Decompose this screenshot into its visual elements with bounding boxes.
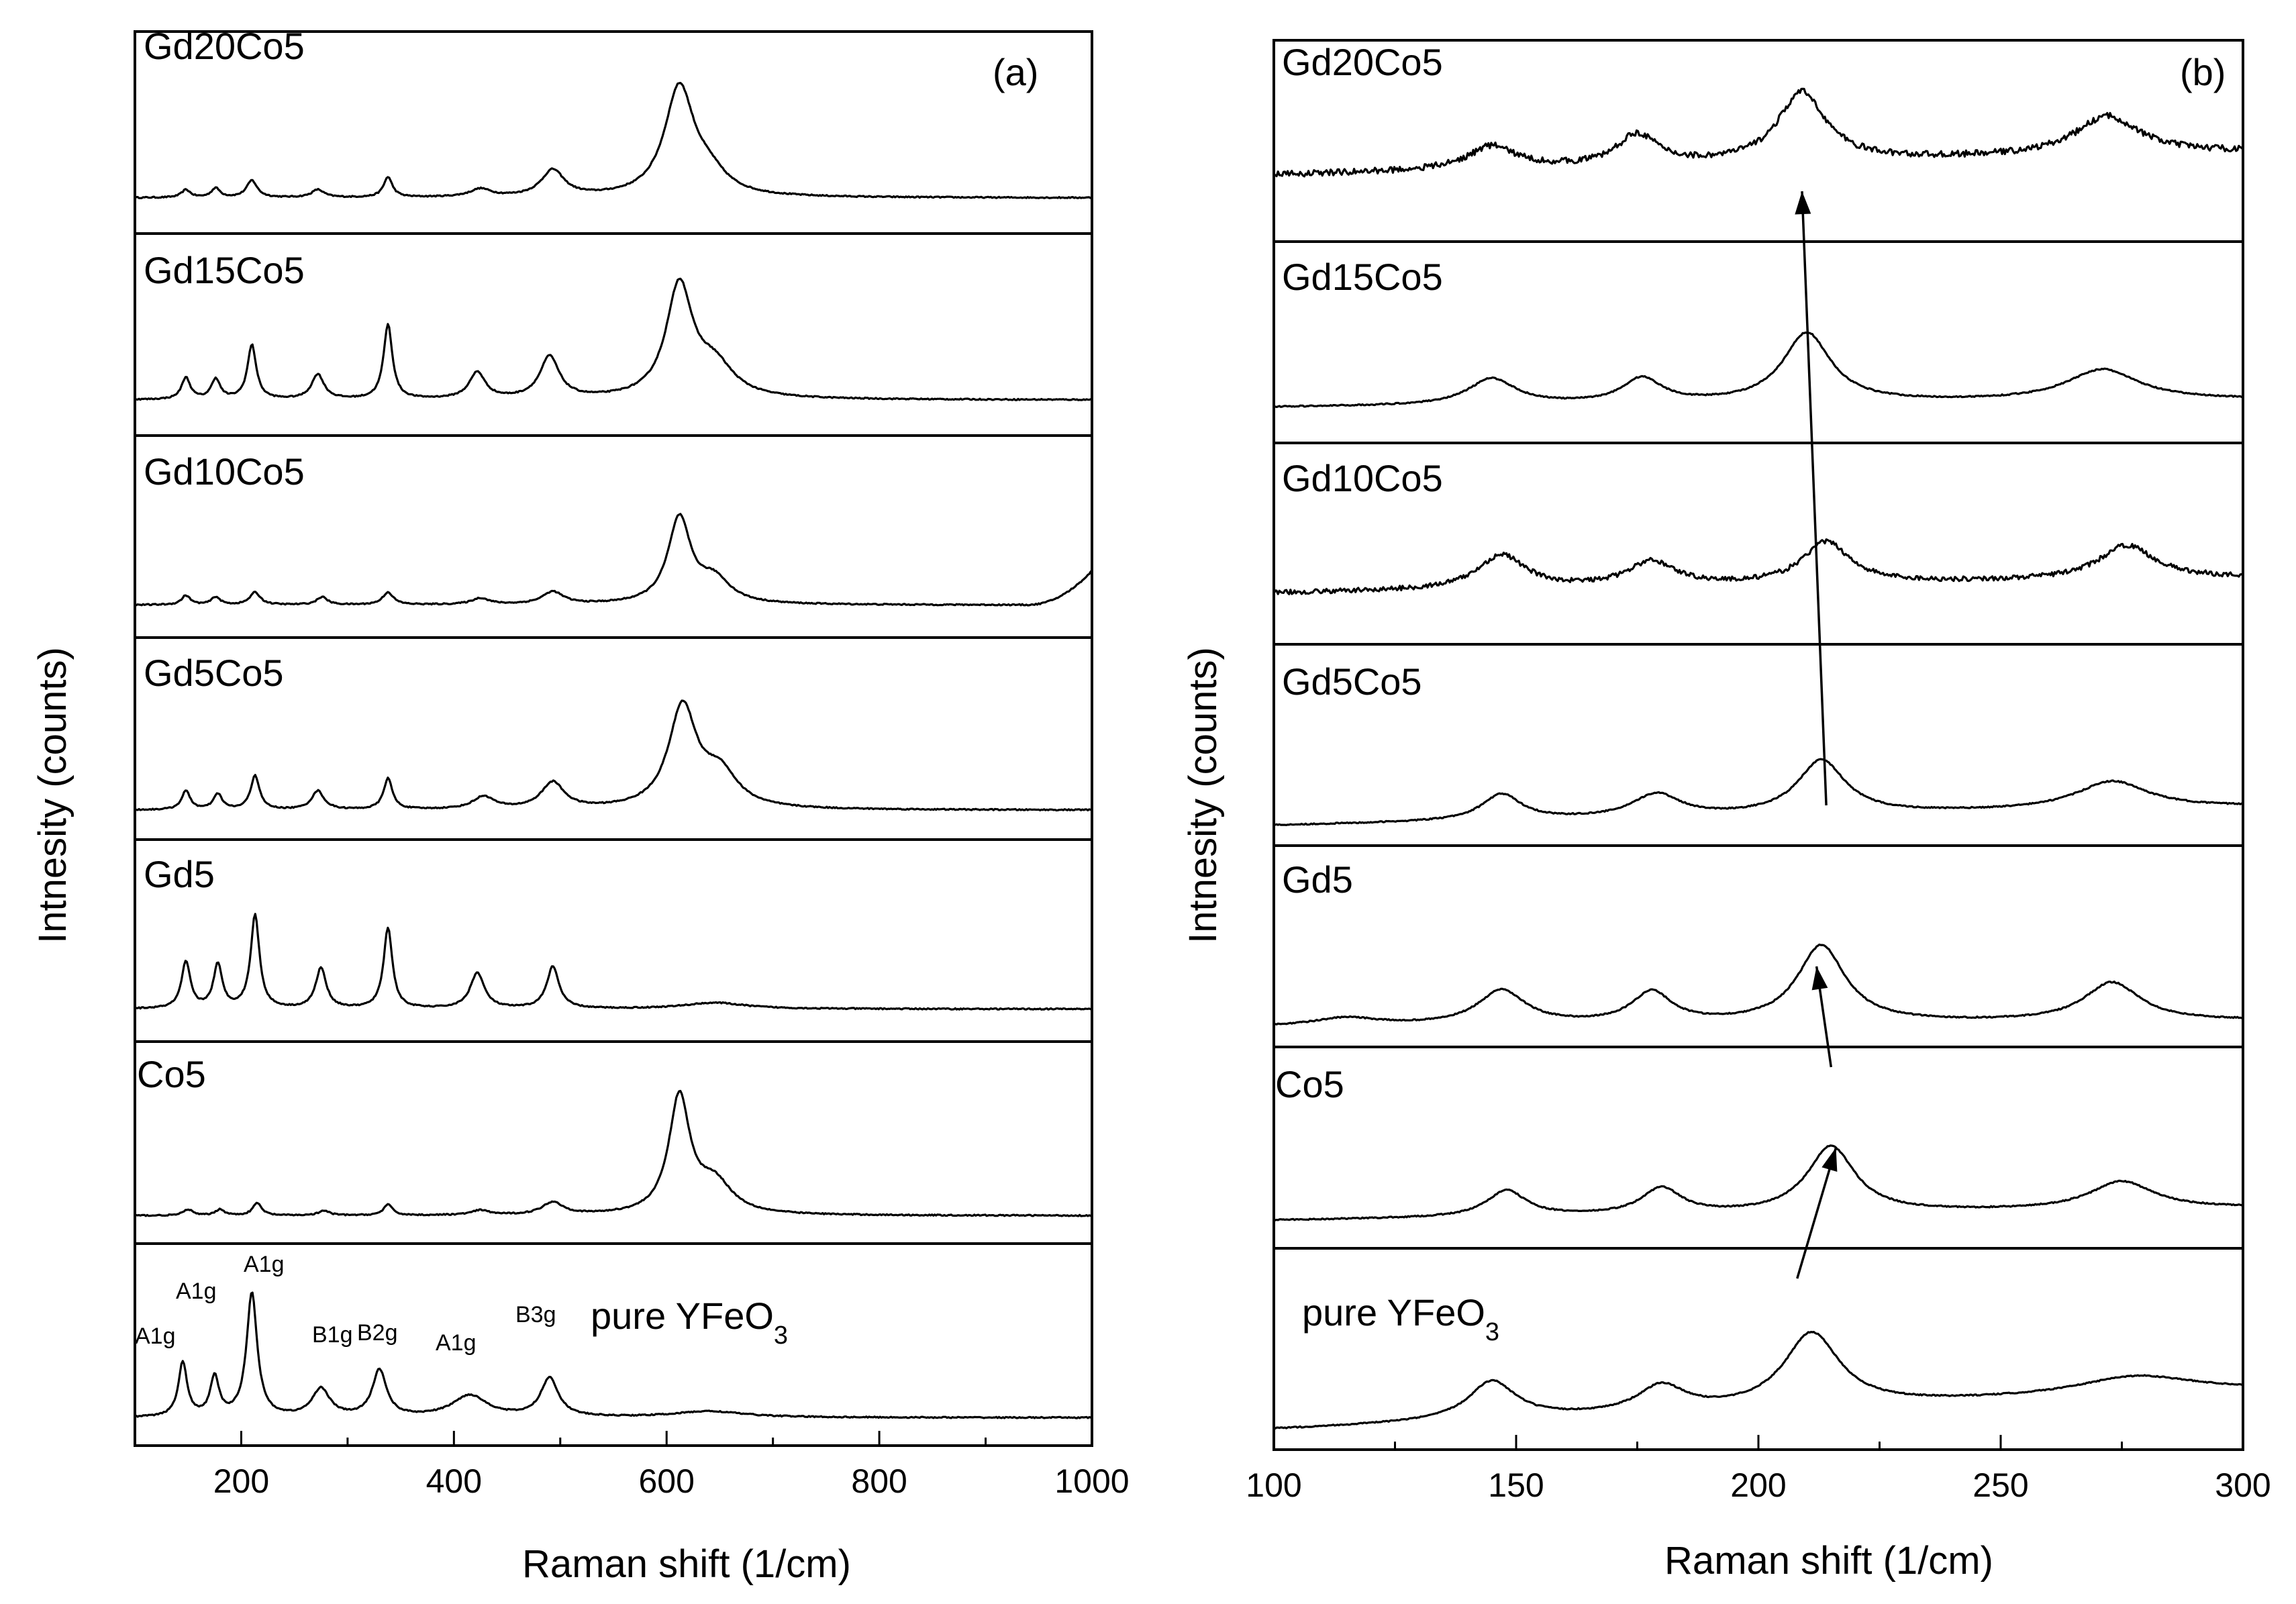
series-label-pure-yfeo3-main: pure YFeO [591,1295,774,1337]
series-label-pure-yfeo3-sub: 3 [774,1321,788,1350]
series-label-pure-yfeo3-b-sub: 3 [1485,1318,1499,1346]
panel-a-trace-gd10co5 [134,513,1093,607]
panel-b-shift-arrow-3 [1801,191,1828,806]
panel-b-x-tick-label-100: 100 [1246,1466,1301,1504]
mode-label-b3g-490: B3g [515,1302,556,1327]
panel-b-trace-gd20co5 [1273,87,2244,178]
panel-b-x-tick-label-250: 250 [1973,1466,2028,1504]
series-label-gd5co5-b: Gd5Co5 [1282,660,1422,703]
panel-a-x-tick-label-800: 800 [851,1462,907,1500]
series-label-gd5-b: Gd5 [1282,858,1353,901]
panel-b-y-axis-title: Intnesity (counts) [1181,647,1225,944]
panel-a-x-tick-label-400: 400 [426,1462,482,1500]
panel-b-tag: (b) [2180,51,2226,93]
panel-a-y-axis-title: Intnesity (counts) [31,647,74,944]
panel-a-trace-gd20co5 [134,82,1093,199]
mode-label-a1g-410: A1g [436,1330,477,1356]
series-label-gd5: Gd5 [144,853,215,895]
panel-b: 100 150 200 250 300 (b) Gd20Co5 Gd15Co5 Gd10… [1181,39,2271,1583]
panel-b-x-tick-label-150: 150 [1488,1466,1544,1504]
panel-b-shift-arrowhead-3 [1795,191,1811,215]
panel-b-trace-gd15co5 [1273,332,2244,409]
panel-b-trace-co5 [1273,1144,2244,1221]
panel-a-trace-pure-yfeo3 [135,1291,1093,1419]
mode-label-a1g-210: A1g [244,1252,285,1277]
panel-a-x-tick-label-600: 600 [639,1462,695,1500]
series-label-gd5co5: Gd5Co5 [144,652,284,694]
panel-b-x-tick-label-200: 200 [1730,1466,1786,1504]
series-label-gd15co5: Gd15Co5 [144,249,305,291]
panel-a-x-tick-label-200: 200 [213,1462,269,1500]
panel-b-trace-gd5 [1273,943,2244,1026]
series-label-co5-b: Co5 [1275,1063,1344,1105]
panel-b-trace-gd5co5 [1273,758,2244,826]
panel-a-row-frame-7 [134,1242,1093,1447]
series-label-gd10co5-b: Gd10Co5 [1282,457,1443,499]
mode-label-a1g-175: A1g [176,1279,217,1304]
series-label-pure-yfeo3-b-main: pure YFeO [1302,1291,1485,1334]
panel-b-shift-arrowhead-1 [1821,1148,1838,1172]
panel-b-x-tick-label-300: 300 [2215,1466,2270,1504]
panel-b-trace-gd10co5 [1272,538,2244,595]
panel-a-x-axis-title: Raman shift (1/cm) [522,1542,851,1586]
series-label-gd10co5: Gd10Co5 [144,450,305,493]
mode-label-b2g-330: B2g [357,1320,398,1346]
mode-label-b1g-280: B1g [312,1322,353,1348]
panel-a: 200 400 600 800 1000 (a) Gd20Co5 Gd15Co5 Gd1… [31,25,1130,1586]
panel-a-tag: (a) [993,51,1038,93]
series-label-pure-yfeo3: pure YFeO3 [591,1295,788,1350]
series-label-gd15co5-b: Gd15Co5 [1282,256,1443,298]
series-label-co5: Co5 [137,1053,206,1095]
series-label-gd20co5: Gd20Co5 [144,25,305,67]
panel-a-trace-gd5co5 [134,699,1093,812]
panel-b-x-axis-title: Raman shift (1/cm) [1664,1539,1993,1583]
panel-a-x-tick-label-1000: 1000 [1054,1462,1129,1500]
panel-a-trace-gd15co5 [134,277,1093,401]
panel-a-trace-gd5 [134,913,1093,1011]
series-label-gd20co5-b: Gd20Co5 [1282,41,1443,83]
series-label-pure-yfeo3-b: pure YFeO3 [1302,1291,1499,1346]
mode-label-a1g-145: A1g [135,1323,176,1349]
panel-b-shift-arrowhead-2 [1811,966,1828,991]
panel-a-trace-co5 [134,1089,1093,1217]
panel-b-trace-pure-yfeo3 [1273,1331,2244,1430]
